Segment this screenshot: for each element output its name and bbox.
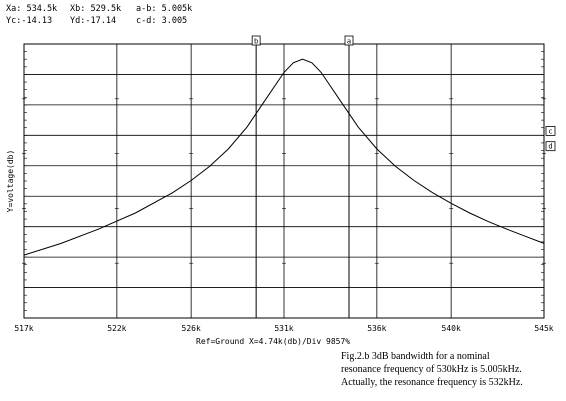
cursor-label-a: a xyxy=(347,38,351,46)
cursor-box-d xyxy=(545,141,556,152)
x-tick-label: 517k xyxy=(14,324,33,333)
caption-line-3: Actually, the resonance frequency is 532… xyxy=(341,377,523,388)
caption-line-2: resonance frequency of 530kHz is 5.005kH… xyxy=(341,364,522,375)
y-axis-label: Y=voltage(db) xyxy=(6,150,15,213)
figure-caption: Fig.2.b 3dB bandwidth for a nominal reso… xyxy=(341,350,563,389)
x-tick-labels: 517k 522k 526k 531k 536k 540k 545k xyxy=(14,324,553,333)
readout-xb: Xb: 529.5k xyxy=(70,4,122,14)
cursor-lines xyxy=(255,39,350,318)
x-tick-label: 540k xyxy=(442,324,461,333)
x-tick-label: 545k xyxy=(534,324,553,333)
caption-line-1: Fig.2.b 3dB bandwidth for a nominal xyxy=(341,351,490,362)
x-tick-label: 522k xyxy=(107,324,126,333)
cursor-label-c: c xyxy=(548,127,552,135)
cursor-label-b: b xyxy=(254,38,258,46)
readout-yc: Yc:-14.13 xyxy=(6,16,53,26)
readout-ab: a-b: 5.005k xyxy=(136,4,193,14)
readout-yd: Yd:-17.14 xyxy=(70,16,117,26)
cursor-label-d: d xyxy=(548,143,552,151)
x-tick-label: 526k xyxy=(182,324,201,333)
cursor-box-c xyxy=(545,126,556,136)
x-tick-label: 536k xyxy=(367,324,386,333)
readout-xa: Xa: 534.5k xyxy=(6,4,58,14)
cursor-markers: b a cd xyxy=(251,35,556,152)
plot-frame xyxy=(23,43,545,319)
chart-grid xyxy=(22,43,546,319)
ref-scale-text: Ref=Ground X=4.74k(db)/Div 9857% xyxy=(196,337,350,346)
x-tick-label: 531k xyxy=(274,324,293,333)
readout-cd: c-d: 3.005 xyxy=(136,16,188,26)
cursor-box-a xyxy=(344,35,354,46)
response-curve xyxy=(23,58,545,256)
cursor-box-b xyxy=(251,35,261,46)
